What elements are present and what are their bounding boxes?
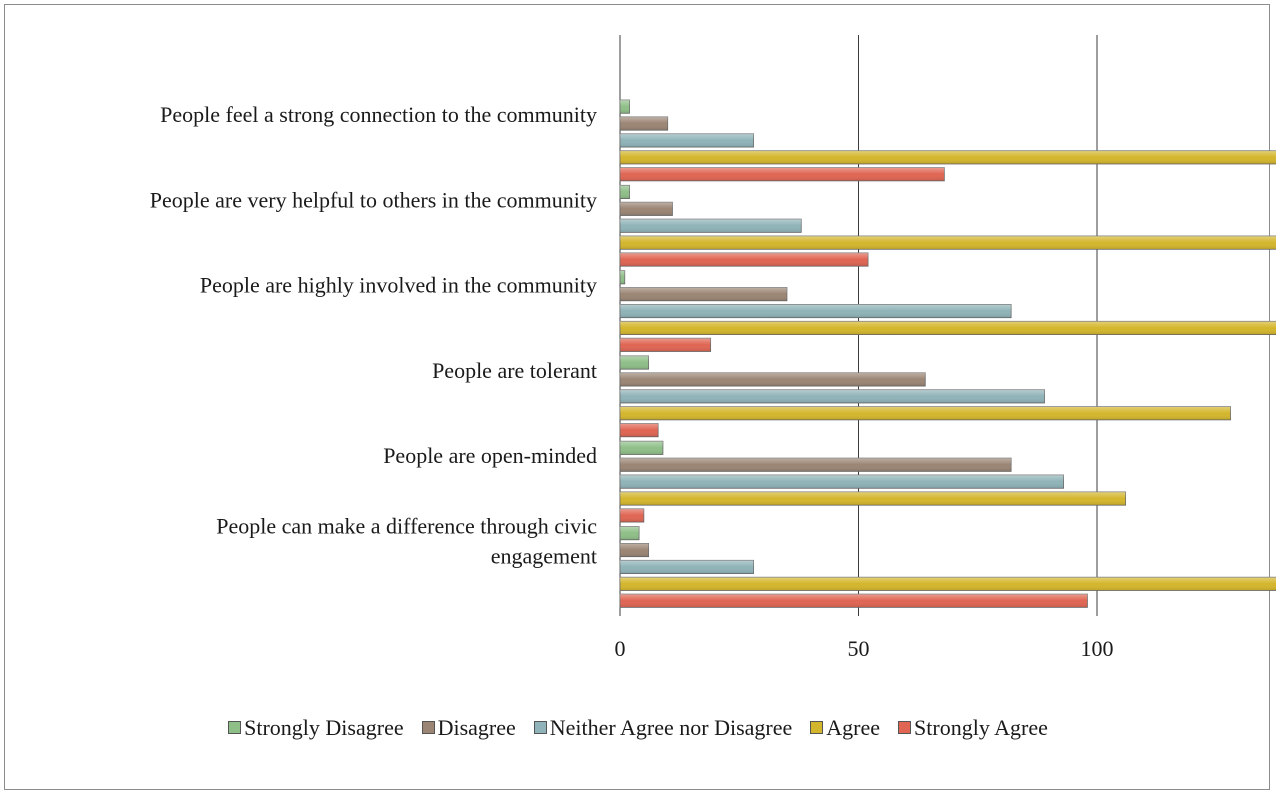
legend-label: Disagree [437, 714, 516, 740]
bar-shine [620, 167, 945, 181]
bar-shine [620, 252, 869, 267]
category-labels: People feel a strong connection to the c… [150, 102, 597, 569]
legend-swatch [533, 721, 547, 734]
legend-item: Disagree [421, 714, 516, 741]
category-label: People can make a difference through civ… [216, 514, 597, 569]
bar-shine [620, 560, 754, 574]
bar-shine [620, 543, 649, 557]
bar-shine [620, 202, 673, 216]
legend-item: Strongly Agree [898, 715, 1048, 741]
bar-shine [620, 287, 787, 301]
bar-shine [620, 270, 625, 284]
bar-shine [620, 389, 1045, 403]
legend-label: Neither Agree nor Disagree [549, 714, 793, 740]
category-label: People are very helpful to others in the… [150, 187, 597, 212]
bar-shine [620, 526, 640, 540]
bar-shine [620, 406, 1231, 420]
bars [619, 99, 1276, 608]
legend-item: Neither Agree nor Disagree [533, 714, 793, 741]
x-tick-label: 100 [1081, 636, 1114, 661]
legend-item: Strongly Disagree [228, 714, 404, 741]
category-label: People feel a strong connection to the c… [160, 102, 597, 127]
bar-shine [620, 219, 802, 233]
bar-shine [620, 133, 754, 148]
legend-item: Agree [810, 715, 880, 741]
x-axis-tick-labels: 050100150200250 [615, 636, 1114, 661]
legend-label: Agree [826, 714, 881, 740]
bar-shine [620, 577, 1276, 591]
category-label: People are tolerant [432, 358, 597, 383]
bar-shine [620, 304, 1012, 318]
bar-shine [620, 100, 630, 114]
bar-shine [620, 321, 1276, 335]
bar-shine [620, 116, 668, 131]
bar-shine [620, 338, 711, 352]
bar-shine [620, 236, 1276, 250]
bar-shine [620, 594, 1088, 608]
bar-shine [620, 423, 659, 437]
legend-label: Strongly Agree [914, 714, 1048, 740]
bar-shine [620, 150, 1276, 164]
bar-shine [620, 475, 1064, 489]
x-tick-label: 0 [615, 636, 626, 661]
legend-swatch [898, 721, 912, 734]
legend-label: Strongly Disagree [244, 714, 404, 740]
legend-swatch [421, 721, 435, 734]
bar-shine [620, 441, 663, 455]
legend: Strongly Disagree Disagree Neither Agree n… [0, 714, 1276, 741]
legend-swatch [228, 721, 242, 734]
bar-shine [620, 355, 649, 370]
bar-shine [620, 185, 630, 199]
category-label: People are highly involved in the commun… [200, 273, 597, 298]
bar-shine [620, 458, 1012, 472]
bar-shine [620, 491, 1126, 506]
bar-shine [620, 508, 644, 523]
category-label: People are open-minded [383, 443, 597, 468]
legend-swatch [810, 721, 824, 734]
bar-shine [620, 372, 926, 387]
x-tick-label: 50 [848, 636, 870, 661]
